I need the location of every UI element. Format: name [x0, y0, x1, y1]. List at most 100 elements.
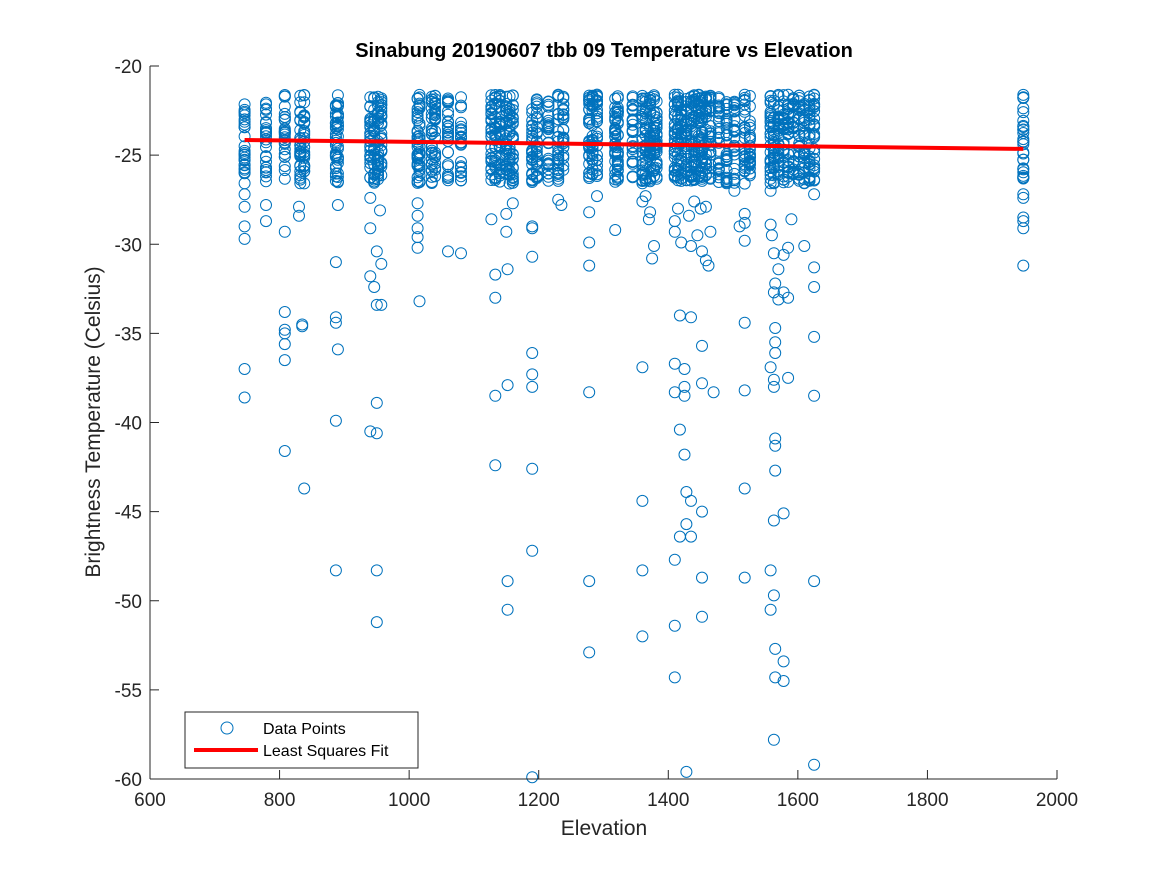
data-point [648, 240, 660, 252]
data-point [530, 112, 543, 125]
data-point [238, 188, 251, 201]
data-point [238, 163, 251, 176]
data-point [455, 91, 467, 104]
data-point [712, 102, 725, 115]
data-point [375, 105, 388, 118]
data-point [668, 225, 681, 238]
data-point [370, 396, 383, 409]
data-point [375, 257, 388, 270]
data-point [442, 115, 454, 128]
data-point [611, 108, 624, 121]
data-point [260, 108, 272, 121]
data-point [764, 564, 777, 577]
data-point [526, 771, 539, 784]
data-point [611, 173, 624, 186]
data-point [298, 162, 311, 175]
data-point [501, 603, 514, 616]
data-point [238, 200, 251, 213]
data-point [765, 229, 778, 242]
data-point [685, 240, 697, 252]
data-point [648, 93, 660, 106]
data-point [808, 100, 821, 113]
axes [149, 65, 1058, 780]
y-tick-label: -50 [115, 592, 142, 613]
data-point [785, 213, 798, 226]
data-point [298, 96, 311, 109]
data-point [591, 159, 603, 172]
data-point [530, 98, 543, 111]
data-point [238, 158, 251, 171]
data-point [260, 164, 272, 176]
data-point [298, 148, 311, 161]
data-point [331, 343, 344, 356]
data-point [591, 98, 603, 111]
data-point [331, 199, 344, 211]
data-point [712, 115, 725, 128]
data-point [743, 129, 756, 142]
data-point [374, 204, 386, 217]
data-point [668, 553, 681, 566]
data-point [298, 111, 311, 124]
data-point [375, 92, 388, 105]
data-point [696, 377, 708, 390]
data-point [738, 482, 751, 495]
data-point [769, 347, 782, 359]
data-point [372, 169, 384, 182]
data-point [455, 247, 467, 260]
data-point [506, 103, 519, 116]
data-point [691, 229, 704, 242]
data-point [425, 125, 438, 138]
data-point [503, 144, 516, 157]
data-point [1017, 191, 1030, 204]
data-point [678, 363, 691, 375]
data-point [506, 152, 519, 165]
data-point [278, 445, 291, 457]
data-point [642, 213, 655, 226]
data-point [530, 164, 543, 177]
data-point [680, 765, 693, 778]
y-tick-label: -30 [115, 235, 142, 256]
data-point [375, 160, 388, 173]
data-point [413, 152, 426, 165]
data-point [298, 115, 311, 128]
data-point [331, 171, 344, 183]
data-point [331, 167, 344, 180]
data-point [611, 141, 624, 154]
data-point [609, 224, 622, 236]
data-point [329, 159, 342, 172]
data-point [1017, 106, 1030, 119]
data-point [738, 88, 751, 101]
data-point [278, 164, 291, 177]
data-point [738, 384, 751, 397]
data-point [238, 107, 251, 120]
data-point [557, 163, 570, 176]
data-point [696, 571, 708, 584]
data-point [429, 109, 442, 122]
data-point [294, 96, 307, 109]
data-point [429, 161, 442, 174]
data-point [455, 170, 467, 183]
data-point [375, 99, 388, 111]
data-point [769, 277, 782, 290]
data-point [704, 225, 717, 238]
data-point [260, 124, 272, 137]
data-point [411, 197, 424, 210]
data-point [429, 112, 442, 125]
data-point [1017, 188, 1030, 201]
data-point [530, 172, 543, 184]
data-point [278, 137, 291, 150]
data-point [294, 177, 307, 190]
data-point [557, 149, 570, 162]
legend: Data Points Least Squares Fit [184, 711, 419, 769]
data-point [685, 494, 697, 507]
data-point [683, 209, 695, 222]
data-point [583, 117, 596, 130]
data-point [591, 190, 603, 203]
data-point [673, 423, 686, 436]
data-point [743, 119, 756, 132]
data-point [500, 207, 513, 220]
data-point [238, 98, 251, 111]
data-point [489, 291, 502, 304]
data-point [699, 200, 712, 213]
y-tick-label: -55 [115, 681, 142, 702]
